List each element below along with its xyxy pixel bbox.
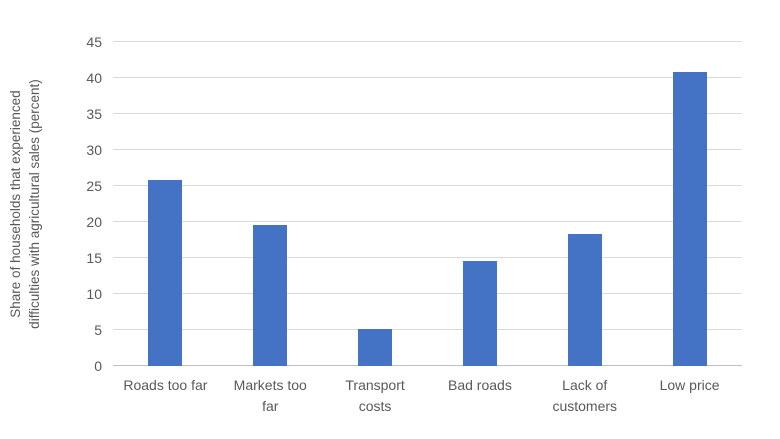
gridline-30: [113, 149, 742, 150]
y-tick-label-10: 10: [86, 286, 102, 302]
x-axis-line: [113, 365, 742, 366]
gridline-20: [113, 221, 742, 222]
y-axis-tick-labels: 0 5 10 15 20 25 30 35 40 45: [0, 34, 102, 374]
y-tick-label-45: 45: [86, 34, 102, 50]
y-tick-label-5: 5: [94, 322, 102, 338]
bar-roads-too-far: [148, 180, 183, 366]
y-tick-label-40: 40: [86, 70, 102, 86]
bar-markets-too-far: [253, 224, 288, 366]
bar-bad-roads: [462, 260, 497, 366]
y-tick-label-0: 0: [94, 358, 102, 374]
x-category-label-markets-too-far: Markets too far: [233, 377, 307, 414]
x-axis-category-labels: Roads too far Markets too far Transport cost…: [113, 375, 742, 423]
y-tick-label-25: 25: [86, 178, 102, 194]
y-tick-label-20: 20: [86, 214, 102, 230]
gridline-35: [113, 113, 742, 114]
gridline-10: [113, 293, 742, 294]
y-tick-label-30: 30: [86, 142, 102, 158]
gridline-45: [113, 41, 742, 42]
x-category-label-transport-costs: Transport costs: [345, 377, 405, 414]
bar-low-price: [672, 71, 707, 366]
y-tick-label-15: 15: [86, 250, 102, 266]
gridline-5: [113, 329, 742, 330]
gridline-25: [113, 185, 742, 186]
x-category-label-lack-of-customers: Lack of customers: [552, 377, 618, 414]
plot-area: [113, 41, 742, 366]
x-category-label-low-price: Low price: [659, 377, 720, 393]
gridline-40: [113, 77, 742, 78]
x-category-label-bad-roads: Bad roads: [448, 377, 512, 393]
bar-transport-costs: [358, 329, 393, 366]
gridline-15: [113, 257, 742, 258]
bar-lack-of-customers: [567, 233, 602, 366]
y-tick-label-35: 35: [86, 106, 102, 122]
x-category-label-roads-too-far: Roads too far: [123, 377, 208, 393]
